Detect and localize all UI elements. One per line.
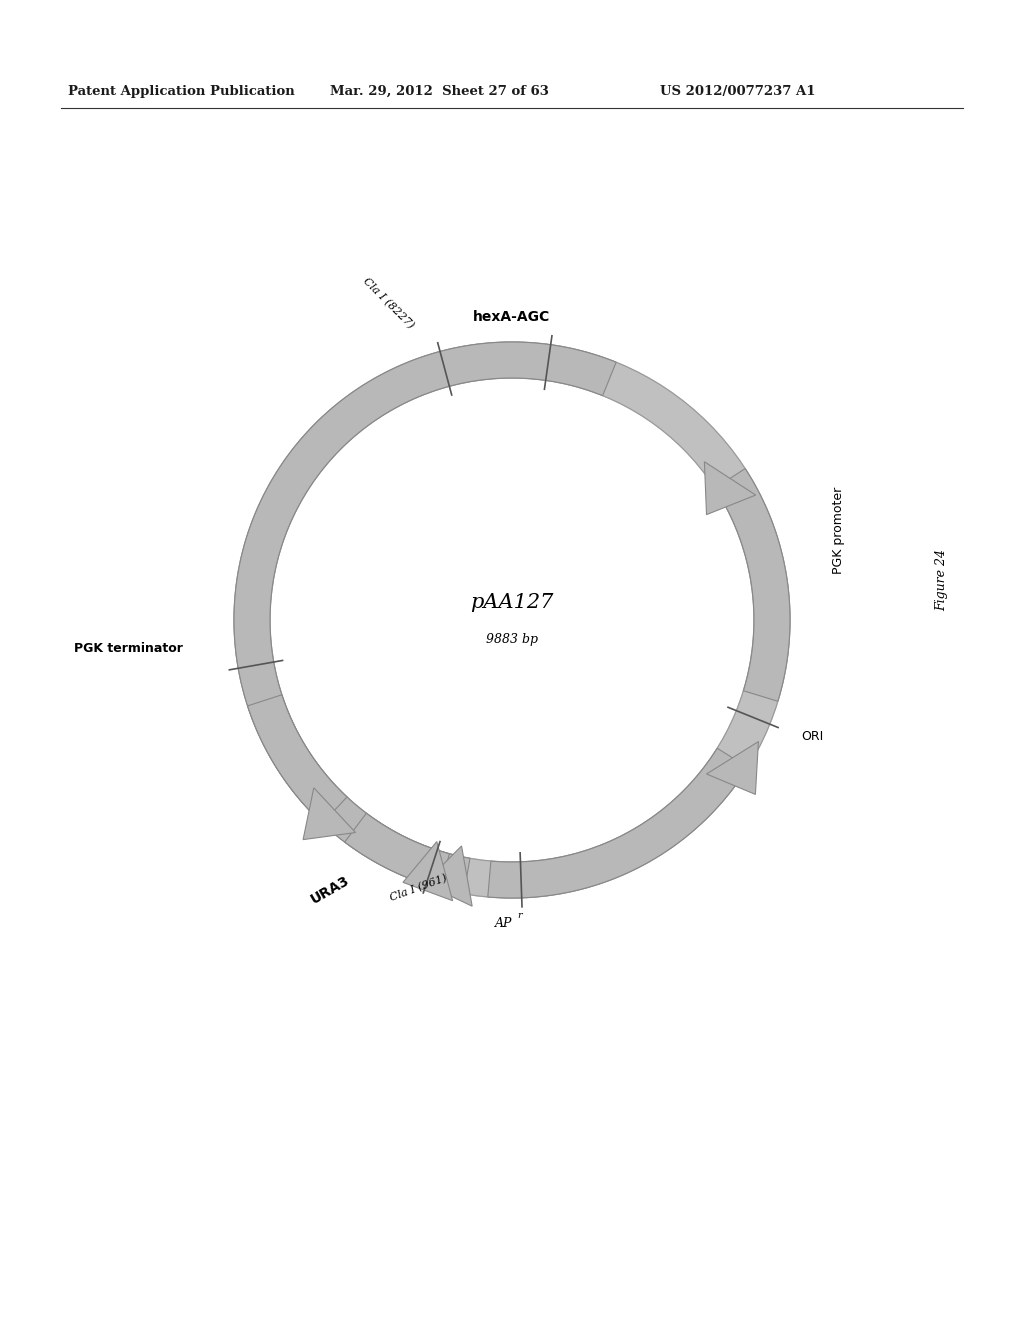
Text: US 2012/0077237 A1: US 2012/0077237 A1	[660, 84, 815, 98]
Polygon shape	[487, 748, 748, 898]
Text: Cla I (8227): Cla I (8227)	[360, 276, 416, 330]
Text: URA3: URA3	[308, 874, 352, 907]
Text: Figure 24: Figure 24	[936, 549, 948, 611]
Text: Patent Application Publication: Patent Application Publication	[68, 84, 295, 98]
Polygon shape	[234, 342, 616, 894]
Polygon shape	[248, 694, 347, 824]
Text: 9883 bp: 9883 bp	[486, 634, 538, 647]
Polygon shape	[303, 788, 355, 840]
Text: hexA-AGC: hexA-AGC	[473, 310, 551, 323]
Text: Cla I (961): Cla I (961)	[388, 874, 449, 903]
Text: PGK promoter: PGK promoter	[833, 487, 845, 574]
Polygon shape	[715, 469, 790, 701]
Text: PGK terminator: PGK terminator	[75, 643, 183, 655]
Polygon shape	[403, 842, 453, 900]
Polygon shape	[345, 813, 450, 888]
Polygon shape	[705, 462, 756, 515]
Polygon shape	[424, 846, 472, 907]
Text: AP: AP	[495, 917, 512, 931]
Text: pAA127: pAA127	[470, 593, 554, 611]
Polygon shape	[707, 742, 759, 795]
Text: ORI: ORI	[802, 730, 823, 743]
Text: Mar. 29, 2012  Sheet 27 of 63: Mar. 29, 2012 Sheet 27 of 63	[330, 84, 549, 98]
Text: r: r	[517, 911, 521, 920]
